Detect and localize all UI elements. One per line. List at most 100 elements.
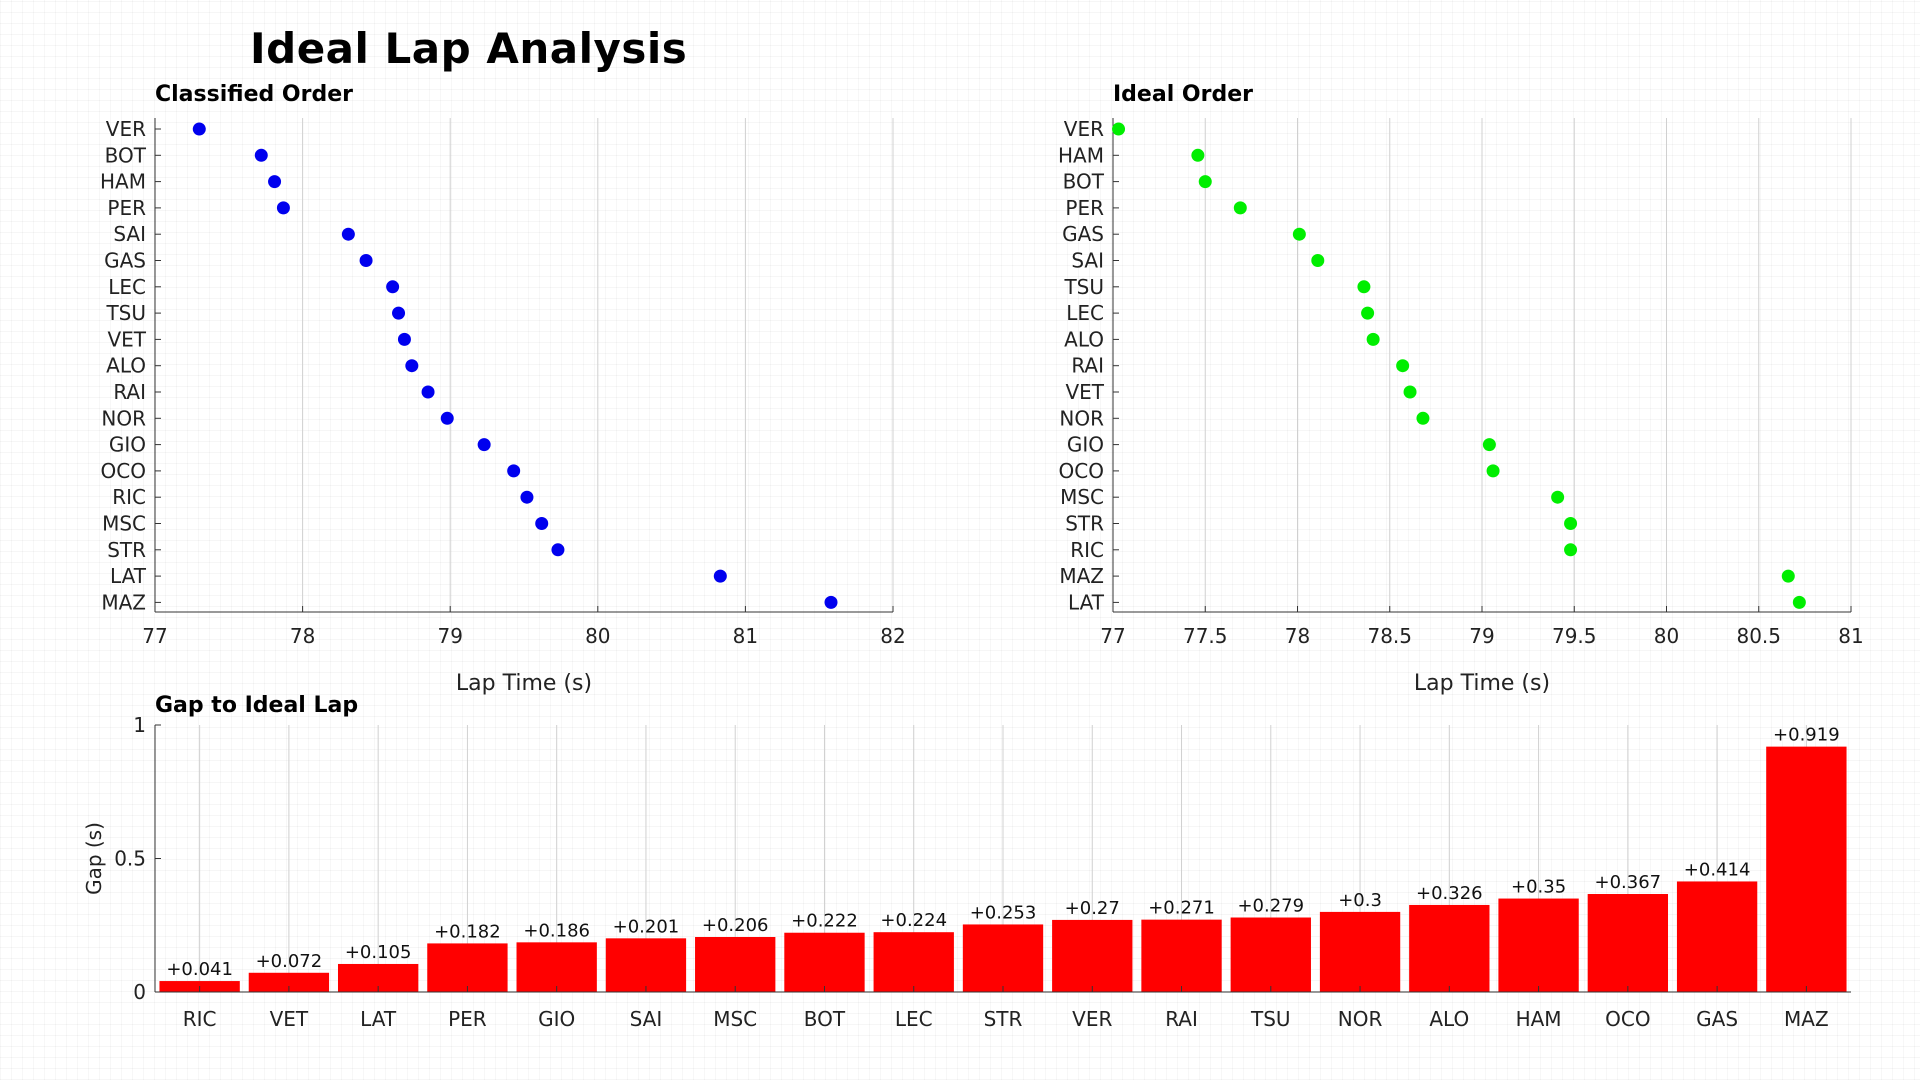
data-point <box>477 438 491 452</box>
data-point <box>1781 569 1795 583</box>
bar-value-label: +0.279 <box>1237 896 1304 917</box>
x-tick-label: 79 <box>1469 624 1494 648</box>
y-tick-label: LAT <box>1068 590 1105 614</box>
x-tick-label: VET <box>270 1007 309 1031</box>
y-tick-label: NOR <box>1059 406 1104 430</box>
y-tick-label: STR <box>1065 512 1104 536</box>
x-tick-label: 77 <box>1100 624 1125 648</box>
y-tick-label: GAS <box>1062 222 1104 246</box>
bar-value-label: +0.206 <box>702 915 769 936</box>
x-tick-label: 81 <box>733 624 758 648</box>
panel-title: Classified Order <box>155 82 353 107</box>
y-tick-label: TSU <box>1063 275 1104 299</box>
x-tick-label: 81 <box>1838 624 1863 648</box>
x-tick-label: 80 <box>585 624 610 648</box>
bar-value-label: +0.201 <box>613 916 680 937</box>
y-tick-label: RIC <box>1070 538 1104 562</box>
bar-value-label: +0.367 <box>1595 872 1662 893</box>
y-tick-label: SAI <box>113 222 146 246</box>
bar <box>516 942 597 992</box>
x-tick-label: 78.5 <box>1367 624 1412 648</box>
x-tick-label: ALO <box>1429 1007 1469 1031</box>
y-tick-label: BOT <box>105 143 147 167</box>
x-tick-label: VER <box>1072 1007 1112 1031</box>
x-tick-label: PER <box>448 1007 487 1031</box>
y-tick-label: 1 <box>133 713 146 737</box>
bar-value-label: +0.35 <box>1511 877 1566 898</box>
y-tick-label: RAI <box>1071 354 1104 378</box>
y-tick-label: PER <box>1065 196 1104 220</box>
y-tick-label: OCO <box>1059 459 1104 483</box>
y-tick-label: MSC <box>1060 485 1104 509</box>
data-point <box>520 490 534 504</box>
data-point <box>1564 543 1578 557</box>
x-tick-label: 78 <box>1285 624 1310 648</box>
y-tick-label: MAZ <box>101 590 146 614</box>
figure-title: Ideal Lap Analysis <box>250 24 688 73</box>
data-point <box>341 227 355 241</box>
x-tick-label: LEC <box>895 1007 933 1031</box>
gap-panel: +0.041 RIC +0.072 VET +0.105 LAT +0.182 PER +0.1… <box>82 693 1851 1031</box>
bar-value-label: +0.253 <box>970 902 1037 923</box>
bar <box>873 932 954 992</box>
y-tick-label: GIO <box>1067 433 1104 457</box>
bar-value-label: +0.27 <box>1065 898 1120 919</box>
bar-value-label: +0.414 <box>1684 859 1751 880</box>
data-point <box>254 148 268 162</box>
y-tick-label: RAI <box>113 380 146 404</box>
x-tick-label: OCO <box>1605 1007 1650 1031</box>
data-point <box>713 569 727 583</box>
y-tick-label: HAM <box>100 170 146 194</box>
y-tick-label: LEC <box>1066 301 1104 325</box>
y-tick-label: OCO <box>101 459 146 483</box>
data-point <box>268 175 282 189</box>
y-tick-label: MSC <box>102 512 146 536</box>
y-tick-label: NOR <box>101 406 146 430</box>
panel-title: Gap to Ideal Lap <box>155 693 358 718</box>
data-point <box>1233 201 1247 215</box>
x-tick-label: 80.5 <box>1736 624 1781 648</box>
y-tick-label: TSU <box>105 301 146 325</box>
x-tick-label: SAI <box>630 1007 663 1031</box>
bar <box>1319 911 1401 992</box>
data-point <box>1396 359 1410 373</box>
x-tick-label: TSU <box>1250 1007 1291 1031</box>
y-tick-label: HAM <box>1058 143 1104 167</box>
bar <box>1409 904 1490 992</box>
x-axis-title: Lap Time (s) <box>456 671 592 696</box>
x-tick-label: GIO <box>538 1007 575 1031</box>
data-point <box>359 254 373 267</box>
data-point <box>192 122 206 136</box>
x-tick-label: MAZ <box>1784 1007 1829 1031</box>
data-point <box>440 411 454 425</box>
y-tick-label: RIC <box>112 485 146 509</box>
y-tick-label: GAS <box>104 249 146 273</box>
data-point <box>1486 464 1500 478</box>
y-tick-label: 0.5 <box>114 847 146 871</box>
data-point <box>1403 385 1417 399</box>
bar-value-label: +0.041 <box>166 959 233 980</box>
x-tick-label: 80 <box>1654 624 1679 648</box>
y-tick-label: 0 <box>133 980 146 1004</box>
data-point <box>397 332 411 346</box>
data-point <box>1564 517 1578 530</box>
y-tick-label: BOT <box>1063 170 1105 194</box>
y-tick-label: VER <box>1064 117 1104 141</box>
x-tick-label: HAM <box>1516 1007 1562 1031</box>
bar <box>1498 898 1579 992</box>
bar <box>1676 881 1758 992</box>
x-tick-label: 77.5 <box>1183 624 1228 648</box>
data-point <box>421 385 435 399</box>
bar <box>1766 746 1847 992</box>
x-tick-label: STR <box>984 1007 1023 1031</box>
y-tick-label: GIO <box>109 433 146 457</box>
bar <box>784 932 865 992</box>
bar-value-label: +0.182 <box>434 921 501 942</box>
data-point <box>1366 332 1380 346</box>
y-tick-label: VER <box>106 117 146 141</box>
bar <box>1052 919 1133 992</box>
x-tick-label: MSC <box>713 1007 757 1031</box>
bar-value-label: +0.186 <box>523 920 590 941</box>
x-axis-title: Lap Time (s) <box>1414 671 1550 696</box>
